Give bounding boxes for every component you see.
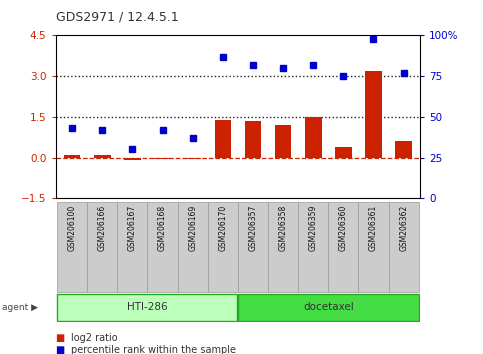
Text: log2 ratio: log2 ratio bbox=[71, 333, 118, 343]
Text: ■: ■ bbox=[56, 333, 65, 343]
Text: GSM206169: GSM206169 bbox=[188, 205, 197, 251]
Text: GSM206168: GSM206168 bbox=[158, 205, 167, 251]
Bar bbox=[365, 71, 382, 158]
Bar bbox=[87, 202, 117, 292]
Text: GSM206362: GSM206362 bbox=[399, 205, 408, 251]
Text: GSM206166: GSM206166 bbox=[98, 205, 107, 251]
Bar bbox=[124, 158, 141, 160]
Text: GSM206361: GSM206361 bbox=[369, 205, 378, 251]
Text: GDS2971 / 12.4.5.1: GDS2971 / 12.4.5.1 bbox=[56, 10, 178, 23]
Bar bbox=[305, 117, 322, 158]
Bar bbox=[185, 158, 201, 159]
Bar bbox=[208, 202, 238, 292]
Bar bbox=[388, 202, 419, 292]
Bar bbox=[335, 147, 352, 158]
Bar bbox=[298, 202, 328, 292]
Bar bbox=[238, 202, 268, 292]
Bar bbox=[275, 125, 291, 158]
Bar bbox=[268, 202, 298, 292]
Text: GSM206360: GSM206360 bbox=[339, 205, 348, 251]
Bar bbox=[214, 120, 231, 158]
Text: HTI-286: HTI-286 bbox=[127, 302, 168, 312]
Bar bbox=[117, 202, 147, 292]
Bar bbox=[178, 202, 208, 292]
Text: GSM206359: GSM206359 bbox=[309, 205, 318, 251]
Bar bbox=[358, 202, 388, 292]
Text: agent ▶: agent ▶ bbox=[2, 303, 39, 312]
Bar bbox=[57, 202, 87, 292]
Bar bbox=[396, 141, 412, 158]
Bar bbox=[154, 158, 171, 159]
Text: ■: ■ bbox=[56, 346, 65, 354]
Bar bbox=[328, 202, 358, 292]
Text: docetaxel: docetaxel bbox=[303, 302, 354, 312]
Bar bbox=[245, 121, 261, 158]
Bar bbox=[239, 293, 419, 321]
Text: GSM206170: GSM206170 bbox=[218, 205, 227, 251]
Bar bbox=[64, 155, 80, 158]
Bar bbox=[57, 293, 237, 321]
Bar bbox=[147, 202, 178, 292]
Text: GSM206358: GSM206358 bbox=[279, 205, 287, 251]
Text: GSM206100: GSM206100 bbox=[68, 205, 77, 251]
Text: GSM206167: GSM206167 bbox=[128, 205, 137, 251]
Text: GSM206357: GSM206357 bbox=[248, 205, 257, 251]
Bar bbox=[94, 155, 111, 158]
Text: percentile rank within the sample: percentile rank within the sample bbox=[71, 346, 236, 354]
